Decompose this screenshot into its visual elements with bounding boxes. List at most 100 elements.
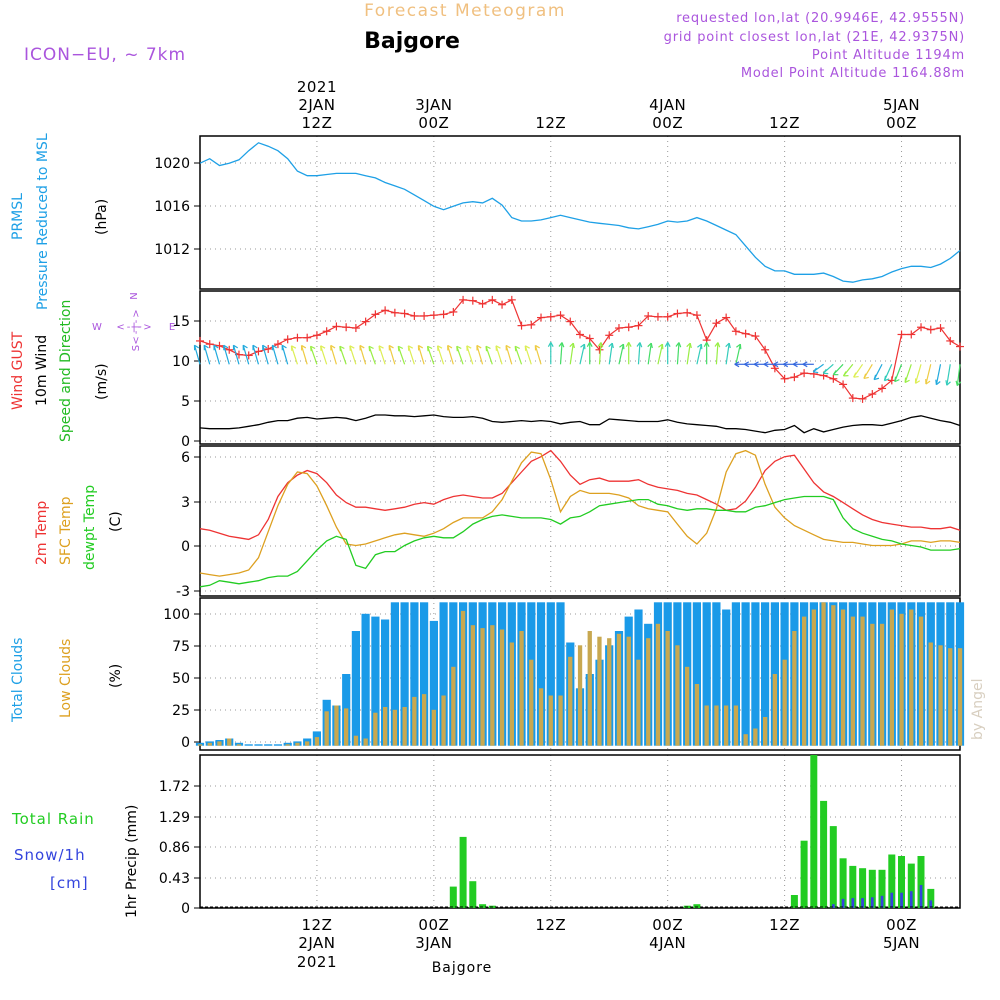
wind-arrow <box>368 345 376 365</box>
wind-arrow <box>832 363 844 376</box>
temp-dewpt-label: dewpt Temp <box>82 485 98 570</box>
wind-arrow <box>802 361 814 368</box>
wind-unit: (m/s) <box>94 363 110 400</box>
total-clouds-bar <box>234 742 244 746</box>
wind10m-line <box>199 414 961 434</box>
rain-bar <box>790 895 798 908</box>
total-clouds-bar <box>254 744 263 746</box>
gust-marker <box>351 324 360 333</box>
gust-marker <box>283 335 292 344</box>
low-clouds-bar <box>665 631 670 746</box>
total-clouds-bar <box>556 602 565 746</box>
snow-bar <box>880 895 884 908</box>
low-clouds-bar <box>285 744 290 746</box>
low-clouds-bar <box>714 705 719 746</box>
top-tick-label: 3JAN <box>415 96 452 114</box>
gust-marker <box>585 334 594 343</box>
rain-bar <box>459 836 467 908</box>
total-clouds-bar <box>429 620 438 746</box>
bottom-tick-label: 3JAN <box>415 934 452 952</box>
compass-icon: N S W E <-|-> <-|-> <box>92 292 175 351</box>
gust-marker <box>692 311 701 320</box>
low-clouds-bar <box>451 666 456 746</box>
gust-marker <box>761 345 770 354</box>
gust-marker <box>683 308 692 317</box>
wind-arrow <box>466 345 474 365</box>
wind-arrow <box>232 344 240 365</box>
gust-marker <box>829 374 838 383</box>
low-clouds-bar <box>470 625 475 746</box>
rain-bar <box>888 854 896 908</box>
bottom-tick-label: 5JAN <box>883 934 920 952</box>
snow-bar <box>929 900 933 908</box>
gust-marker <box>381 306 390 315</box>
clouds-unit: (%) <box>108 664 124 688</box>
rain-bar <box>810 755 818 908</box>
low-clouds-bar <box>733 705 739 746</box>
compass-south: S <box>131 345 142 351</box>
gust-marker <box>517 321 526 330</box>
bottom-tick-label: 2JAN <box>298 934 335 952</box>
low-clouds-bar <box>587 631 592 746</box>
low-clouds-bar <box>870 623 875 746</box>
total-clouds-bar <box>195 742 205 746</box>
panel-frame <box>199 135 961 290</box>
rain-bar <box>479 904 487 908</box>
wind-arrow <box>320 345 328 365</box>
pressure-unit: (hPa) <box>94 199 110 235</box>
top-tick-label: 00Z <box>652 114 683 132</box>
low-clouds-bar <box>909 609 914 746</box>
gust-marker <box>478 299 487 308</box>
low-clouds-bar <box>558 695 563 746</box>
y-tick-label: 1.72 <box>159 779 190 795</box>
requested-coords: requested lon,lat (20.9946E, 42.9555N) <box>676 11 965 26</box>
y-tick-label: 75 <box>172 639 190 655</box>
y-tick-label: 0 <box>181 901 190 917</box>
y-tick-label: 0 <box>181 434 190 450</box>
low-clouds-bar <box>821 602 826 746</box>
panel-0: 1012 1016 1020 <box>154 135 961 290</box>
low-clouds-bar <box>918 616 924 746</box>
wind-arrow <box>388 344 396 365</box>
gust-marker <box>566 317 575 326</box>
footer-location: Bajgore <box>432 960 493 976</box>
total-clouds-bar <box>244 744 253 746</box>
top-tick-label: 12Z <box>301 114 332 132</box>
gust-marker <box>361 317 370 326</box>
low-clouds-bar <box>753 728 758 746</box>
gust-marker <box>322 327 331 336</box>
total-clouds-bar <box>761 602 770 746</box>
top-tick-label: 12Z <box>769 114 800 132</box>
wind-arrow <box>203 344 211 365</box>
low-clouds-bar <box>568 656 573 746</box>
rain-bar <box>693 904 701 908</box>
low-clouds-bar <box>889 609 894 746</box>
watermark: by Angel <box>970 679 986 740</box>
y-tick-label: 0 <box>181 735 190 751</box>
top-tick-label: 12Z <box>535 114 566 132</box>
wind-arrow <box>873 364 883 381</box>
gust-marker <box>196 336 204 345</box>
gust-marker <box>751 332 760 341</box>
low-clouds-bar <box>207 742 212 746</box>
wind-arrow <box>625 341 632 365</box>
low-clouds-bar <box>402 707 407 746</box>
low-clouds-bar <box>577 645 583 746</box>
snow-bar <box>851 898 855 908</box>
snow-bar <box>841 898 845 908</box>
pressure-line <box>199 142 961 283</box>
low-clouds-bar <box>899 613 904 746</box>
clouds-total-label: Total Clouds <box>10 638 26 723</box>
total-clouds-bar <box>751 602 760 746</box>
low-clouds-bar <box>636 659 641 746</box>
total-clouds-bar <box>546 602 555 746</box>
wind-arrow <box>310 345 318 365</box>
top-tick-label: 2021 <box>297 78 337 96</box>
wind-arrow <box>696 343 703 365</box>
wind-arrow <box>417 344 425 365</box>
wind-arrow <box>904 364 912 384</box>
gust-marker <box>653 312 662 321</box>
low-clouds-bar <box>314 737 320 746</box>
gust-marker <box>400 309 409 318</box>
